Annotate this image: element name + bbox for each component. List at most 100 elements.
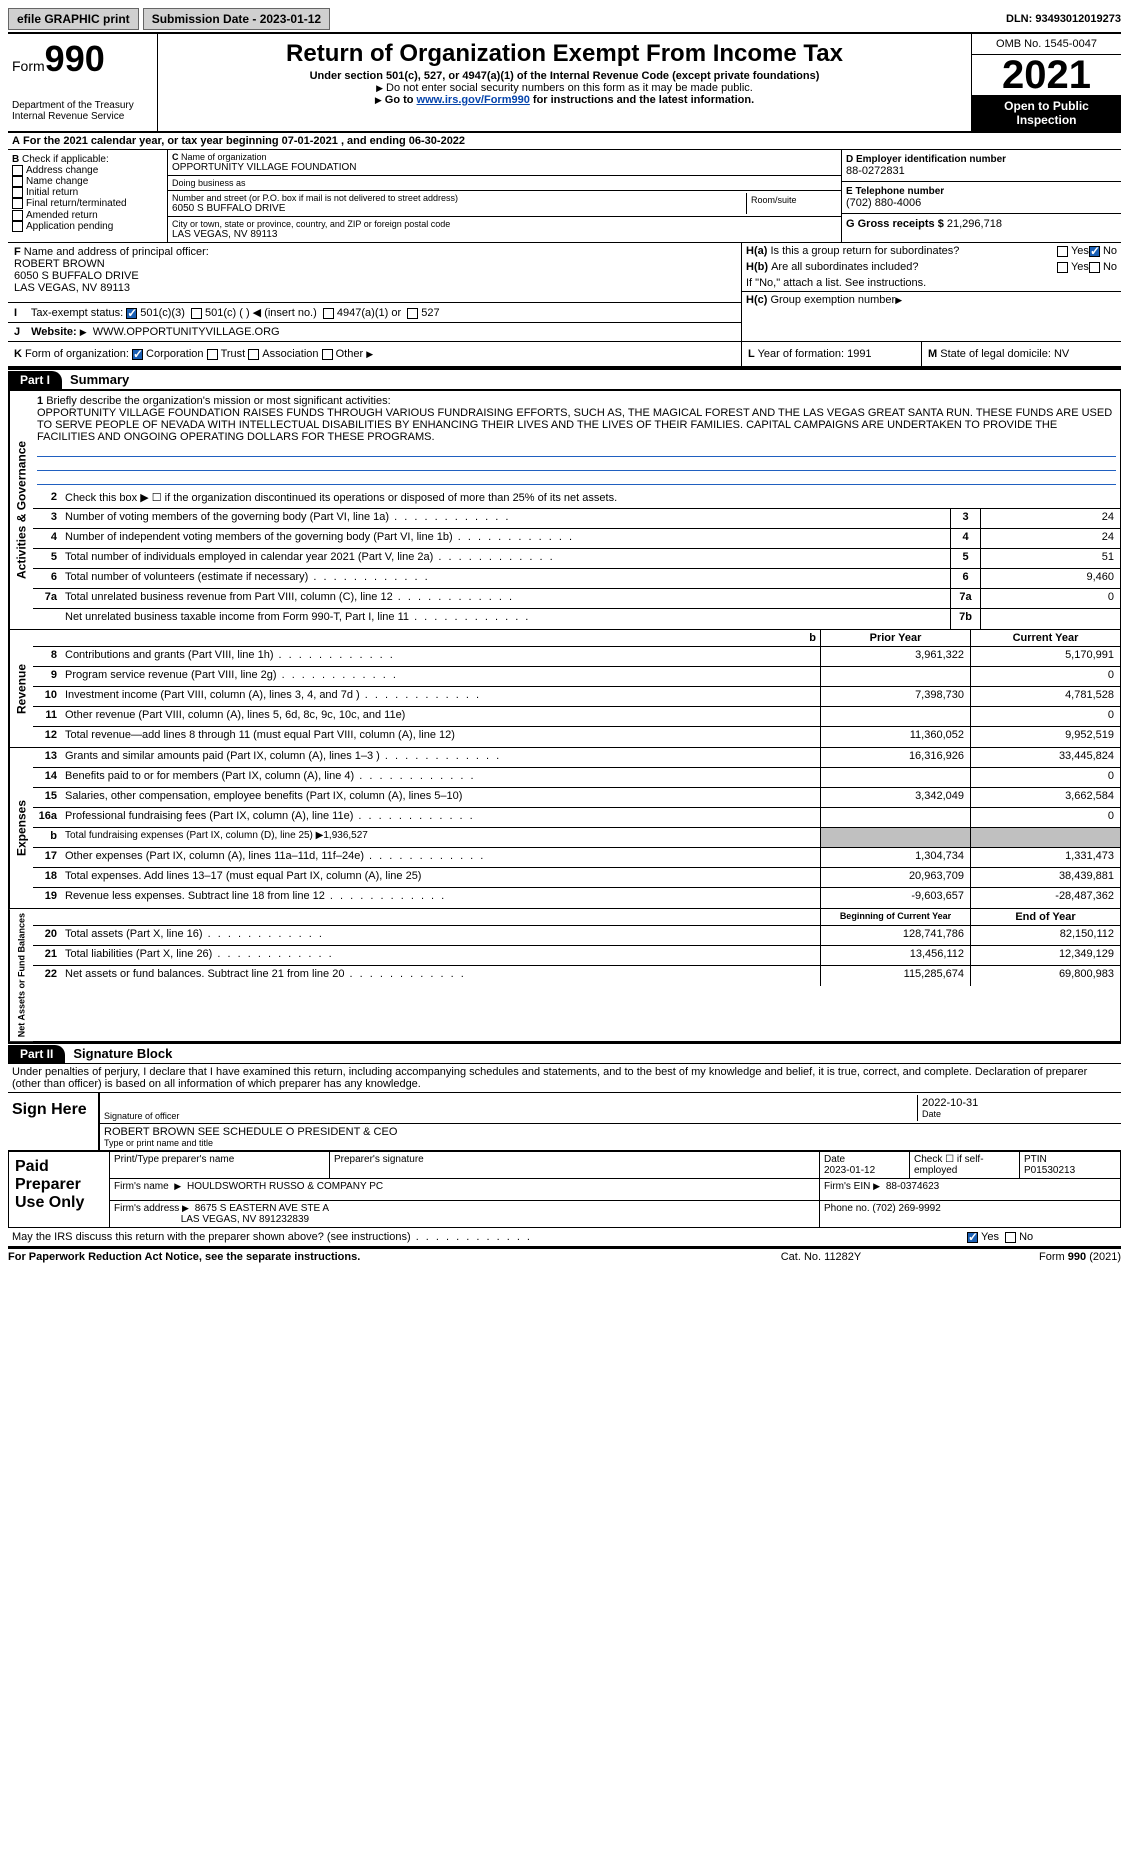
open-to-public: Open to Public Inspection bbox=[972, 95, 1121, 131]
mission-line2 bbox=[37, 457, 1116, 471]
website-value: WWW.OPPORTUNITYVILLAGE.ORG bbox=[93, 326, 280, 338]
line11-prior bbox=[820, 707, 970, 726]
opt-other: Other bbox=[336, 348, 364, 360]
letter-j: J bbox=[14, 326, 28, 338]
netassets-table: Net Assets or Fund Balances Beginning of… bbox=[8, 909, 1121, 1042]
efile-print-button[interactable]: efile GRAPHIC print bbox=[8, 8, 139, 30]
line13-current: 33,445,824 bbox=[970, 748, 1120, 767]
ha-no-checkbox[interactable] bbox=[1089, 246, 1100, 257]
amended-return-checkbox[interactable] bbox=[12, 210, 23, 221]
part2-header: Part II Signature Block bbox=[8, 1042, 1121, 1064]
letter-f: F bbox=[14, 246, 21, 258]
firm-name-label: Firm's name bbox=[114, 1181, 169, 1192]
form-header: Form990 Department of the Treasury Inter… bbox=[8, 34, 1121, 133]
name-change-checkbox[interactable] bbox=[12, 176, 23, 187]
website-label: Website: bbox=[31, 326, 77, 338]
officer-name: ROBERT BROWN bbox=[14, 258, 105, 270]
line8-text: Contributions and grants (Part VIII, lin… bbox=[61, 647, 820, 666]
opt-501c3: 501(c)(3) bbox=[140, 307, 185, 319]
line4-value: 24 bbox=[980, 529, 1120, 548]
domicile-value: NV bbox=[1054, 348, 1069, 360]
line17-text: Other expenses (Part IX, column (A), lin… bbox=[61, 848, 820, 867]
check-applicable-label: Check if applicable: bbox=[22, 154, 109, 165]
initial-return-checkbox[interactable] bbox=[12, 187, 23, 198]
line11-text: Other revenue (Part VIII, column (A), li… bbox=[61, 707, 820, 726]
discuss-no-checkbox[interactable] bbox=[1005, 1232, 1016, 1243]
page-footer: For Paperwork Reduction Act Notice, see … bbox=[8, 1248, 1121, 1265]
officer-label: Name and address of principal officer: bbox=[24, 246, 209, 258]
identity-block: B Check if applicable: Address change Na… bbox=[8, 150, 1121, 243]
line19-current: -28,487,362 bbox=[970, 888, 1120, 908]
application-pending-checkbox[interactable] bbox=[12, 221, 23, 232]
line16b-current bbox=[970, 828, 1120, 847]
city-label: City or town, state or province, country… bbox=[172, 219, 837, 229]
preparer-date-header: Date bbox=[824, 1154, 845, 1165]
irs-label: Internal Revenue Service bbox=[12, 111, 153, 122]
expenses-side-label: Expenses bbox=[9, 748, 33, 908]
opt-address-change: Address change bbox=[26, 165, 98, 176]
part2-badge: Part II bbox=[8, 1045, 65, 1063]
line21-end: 12,349,129 bbox=[970, 946, 1120, 965]
ptin-value: P01530213 bbox=[1024, 1165, 1075, 1176]
corporation-checkbox[interactable] bbox=[132, 349, 143, 360]
section-c: C Name of organization OPPORTUNITY VILLA… bbox=[168, 150, 841, 242]
final-return-checkbox[interactable] bbox=[12, 198, 23, 209]
discuss-yes-checkbox[interactable] bbox=[967, 1232, 978, 1243]
governance-table: Activities & Governance 1 Briefly descri… bbox=[8, 390, 1121, 630]
officer-addr2: LAS VEGAS, NV 89113 bbox=[14, 282, 130, 294]
phone-value: (702) 880-4006 bbox=[846, 197, 1117, 209]
omb-number: OMB No. 1545-0047 bbox=[972, 34, 1121, 55]
firm-ein-value: 88-0374623 bbox=[886, 1181, 939, 1192]
association-checkbox[interactable] bbox=[248, 349, 259, 360]
line16b-prior bbox=[820, 828, 970, 847]
line15-current: 3,662,584 bbox=[970, 788, 1120, 807]
527-checkbox[interactable] bbox=[407, 308, 418, 319]
irs-link[interactable]: www.irs.gov/Form990 bbox=[417, 94, 530, 106]
opt-527: 527 bbox=[421, 307, 439, 319]
line10-current: 4,781,528 bbox=[970, 687, 1120, 706]
paperwork-notice: For Paperwork Reduction Act Notice, see … bbox=[8, 1251, 721, 1263]
domicile-label: State of legal domicile: bbox=[940, 348, 1051, 360]
dba-label: Doing business as bbox=[172, 178, 837, 188]
address-change-checkbox[interactable] bbox=[12, 165, 23, 176]
submission-date-button[interactable]: Submission Date - 2023-01-12 bbox=[143, 8, 330, 30]
opt-name-change: Name change bbox=[26, 176, 88, 187]
line4-text: Number of independent voting members of … bbox=[61, 529, 950, 548]
line6-text: Total number of volunteers (estimate if … bbox=[61, 569, 950, 588]
dept-treasury: Department of the Treasury bbox=[12, 100, 153, 111]
hb-no-checkbox[interactable] bbox=[1089, 262, 1100, 273]
line2-text: Check this box ▶ ☐ if the organization d… bbox=[61, 489, 1120, 508]
4947a1-checkbox[interactable] bbox=[323, 308, 334, 319]
trust-checkbox[interactable] bbox=[207, 349, 218, 360]
line20-text: Total assets (Part X, line 16) bbox=[61, 926, 820, 945]
501c-checkbox[interactable] bbox=[191, 308, 202, 319]
line15-prior: 3,342,049 bbox=[820, 788, 970, 807]
line11-current: 0 bbox=[970, 707, 1120, 726]
klm-row: K Form of organization: Corporation Trus… bbox=[8, 342, 1121, 368]
line16a-prior bbox=[820, 808, 970, 827]
line7b-text: Net unrelated business taxable income fr… bbox=[61, 609, 950, 629]
opt-501c: 501(c) ( ) bbox=[205, 307, 250, 319]
letter-l: L bbox=[748, 348, 755, 360]
hb-yes-checkbox[interactable] bbox=[1057, 262, 1068, 273]
discuss-yes: Yes bbox=[981, 1231, 999, 1243]
part2-title: Signature Block bbox=[65, 1044, 180, 1063]
line7b-value bbox=[980, 609, 1120, 629]
firm-phone-value: (702) 269-9992 bbox=[872, 1203, 940, 1214]
revenue-side-label: Revenue bbox=[9, 630, 33, 747]
letter-a: A bbox=[12, 135, 20, 147]
line1-num: 1 bbox=[37, 395, 43, 407]
501c3-checkbox[interactable] bbox=[126, 308, 137, 319]
footer-form-num: 990 bbox=[1068, 1251, 1086, 1263]
netassets-side-label: Net Assets or Fund Balances bbox=[9, 909, 33, 1041]
hb-no: No bbox=[1103, 261, 1117, 273]
attach-list-note: If "No," attach a list. See instructions… bbox=[746, 277, 926, 289]
ha-yes-checkbox[interactable] bbox=[1057, 246, 1068, 257]
letter-k: K bbox=[14, 348, 22, 360]
line19-prior: -9,603,657 bbox=[820, 888, 970, 908]
discuss-no: No bbox=[1019, 1231, 1033, 1243]
other-checkbox[interactable] bbox=[322, 349, 333, 360]
part1-badge: Part I bbox=[8, 371, 62, 389]
address-value: 6050 S BUFFALO DRIVE bbox=[172, 203, 746, 214]
section-d: D Employer identification number 88-0272… bbox=[841, 150, 1121, 242]
